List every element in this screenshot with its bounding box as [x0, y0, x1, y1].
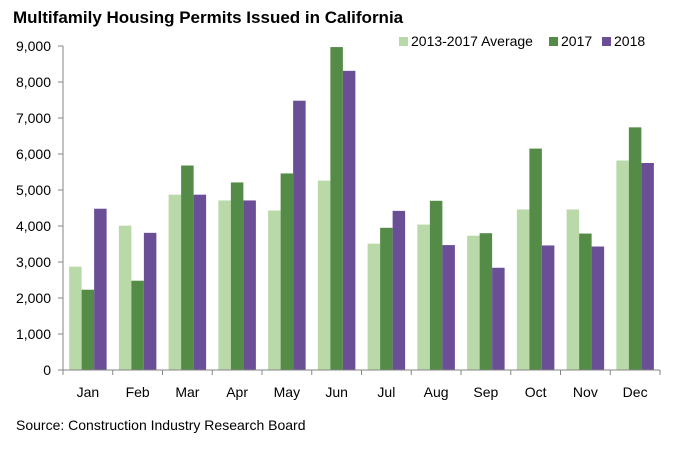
legend-label: 2018	[614, 33, 645, 49]
y-tick-label: 9,000	[16, 38, 51, 54]
bar	[94, 208, 107, 370]
legend: 2013-2017 Average 2017 2018	[399, 33, 645, 49]
bar	[280, 173, 294, 370]
y-tick-label: 8,000	[16, 74, 51, 90]
bar	[118, 225, 132, 370]
bar	[616, 160, 629, 370]
x-tick-label: Aug	[424, 384, 449, 400]
x-tick-label: May	[274, 384, 300, 400]
bar	[193, 194, 207, 370]
bar	[641, 163, 654, 370]
chart-title: Multifamily Housing Permits Issued in Ca…	[13, 8, 404, 27]
bar	[69, 266, 82, 370]
bar	[380, 227, 393, 370]
y-tick-label: 3,000	[16, 254, 51, 270]
y-tick-label: 5,000	[16, 182, 51, 198]
x-axis: Jan Feb Mar Apr May Jun Jul Aug Sep Oct Nov Dec	[62, 369, 661, 400]
bar	[479, 233, 493, 370]
bar	[516, 209, 530, 370]
y-tick-label: 1,000	[16, 326, 51, 342]
bar	[429, 200, 443, 370]
bars	[69, 47, 654, 371]
source-note: Source: Construction Industry Research B…	[16, 417, 305, 433]
legend-swatch	[549, 37, 558, 46]
y-tick-label: 4,000	[16, 218, 51, 234]
bar	[417, 224, 430, 370]
bar	[143, 232, 157, 370]
bar	[268, 210, 281, 370]
x-tick-label: Oct	[525, 384, 547, 400]
legend-swatch	[602, 37, 611, 46]
bar	[168, 194, 182, 370]
bar	[392, 210, 406, 370]
bar	[591, 246, 605, 370]
bar	[81, 289, 95, 370]
bar	[566, 209, 580, 370]
bar	[317, 180, 331, 370]
y-tick-label: 6,000	[16, 146, 51, 162]
y-tick-label: 2,000	[16, 290, 51, 306]
bar	[181, 165, 194, 370]
y-axis: 0 1,000 2,000 3,000 4,000 5,000 6,000 7,000 8,00…	[16, 38, 64, 378]
y-tick-label: 0	[43, 362, 51, 378]
bar	[330, 47, 343, 371]
x-tick-label: Feb	[126, 384, 150, 400]
x-tick-label: Jun	[325, 384, 348, 400]
bar	[131, 280, 144, 370]
x-tick-label: Jan	[77, 384, 100, 400]
x-tick-label: Dec	[623, 384, 648, 400]
x-tick-label: Jul	[377, 384, 395, 400]
bar	[367, 243, 381, 370]
x-tick-label: Nov	[573, 384, 598, 400]
bar	[243, 200, 256, 370]
bar	[628, 127, 642, 370]
x-tick-label: Mar	[175, 384, 199, 400]
y-tick-label: 7,000	[16, 110, 51, 126]
legend-swatch	[399, 37, 408, 46]
legend-label: 2017	[561, 33, 592, 49]
bar	[492, 267, 505, 370]
bar	[230, 182, 244, 370]
x-tick-label: Apr	[226, 384, 248, 400]
bar	[293, 100, 306, 370]
legend-label: 2013-2017 Average	[411, 33, 533, 49]
x-tick-label: Sep	[473, 384, 498, 400]
bar	[342, 70, 356, 370]
bar	[529, 148, 542, 370]
bar	[442, 245, 455, 370]
bar	[541, 245, 555, 370]
bar	[467, 235, 480, 370]
bar	[218, 200, 231, 370]
bar	[579, 233, 592, 370]
